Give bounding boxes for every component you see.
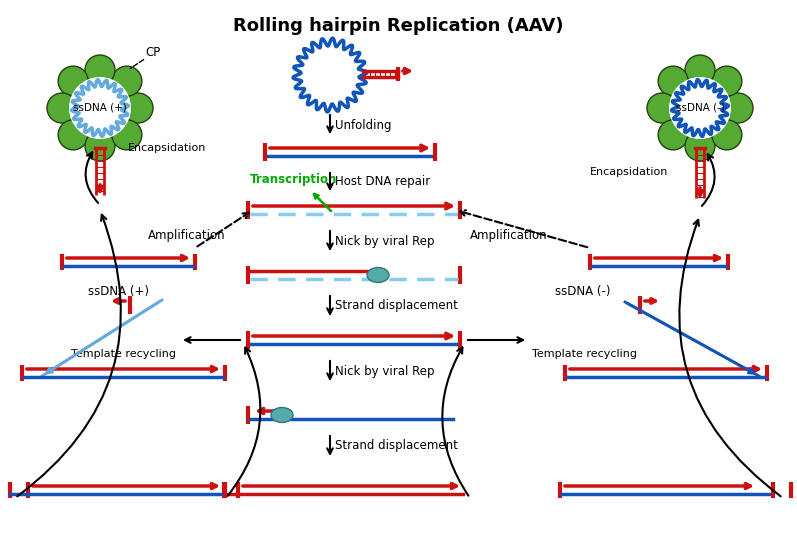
- Circle shape: [723, 93, 753, 123]
- FancyArrowPatch shape: [328, 173, 333, 189]
- Text: CP: CP: [145, 45, 160, 59]
- FancyArrowPatch shape: [198, 213, 249, 246]
- Text: Encapsidation: Encapsidation: [128, 143, 206, 153]
- FancyArrowPatch shape: [442, 348, 469, 496]
- Circle shape: [112, 120, 142, 150]
- Circle shape: [712, 66, 742, 96]
- Text: Encapsidation: Encapsidation: [590, 167, 669, 177]
- Circle shape: [658, 66, 688, 96]
- FancyArrowPatch shape: [185, 337, 240, 343]
- FancyArrowPatch shape: [228, 348, 261, 496]
- FancyArrowPatch shape: [468, 337, 523, 343]
- Text: Template recycling: Template recycling: [532, 349, 637, 359]
- Circle shape: [658, 120, 688, 150]
- Text: Transcription: Transcription: [250, 174, 337, 187]
- Circle shape: [58, 120, 88, 150]
- Circle shape: [712, 120, 742, 150]
- Circle shape: [669, 77, 731, 139]
- Text: Amplification: Amplification: [470, 230, 548, 243]
- Text: ssDNA (+): ssDNA (+): [88, 286, 149, 298]
- Text: ssDNA (-): ssDNA (-): [676, 103, 724, 113]
- Text: Nick by viral Rep: Nick by viral Rep: [335, 235, 434, 247]
- FancyArrowPatch shape: [679, 220, 781, 496]
- Circle shape: [112, 66, 142, 96]
- Text: Strand displacement: Strand displacement: [335, 440, 457, 453]
- FancyArrowPatch shape: [460, 210, 587, 247]
- FancyArrowPatch shape: [702, 155, 715, 206]
- Circle shape: [47, 93, 77, 123]
- FancyArrowPatch shape: [328, 115, 333, 132]
- Circle shape: [685, 55, 715, 85]
- Text: Amplification: Amplification: [148, 230, 226, 243]
- FancyArrowPatch shape: [328, 296, 333, 314]
- FancyArrowPatch shape: [18, 215, 121, 496]
- Circle shape: [685, 131, 715, 161]
- Text: Rolling hairpin Replication (AAV): Rolling hairpin Replication (AAV): [234, 17, 563, 35]
- Text: ssDNA (+): ssDNA (+): [73, 103, 127, 113]
- Text: Nick by viral Rep: Nick by viral Rep: [335, 365, 434, 377]
- Text: Strand displacement: Strand displacement: [335, 300, 457, 312]
- Circle shape: [123, 93, 153, 123]
- Circle shape: [85, 55, 115, 85]
- Ellipse shape: [367, 268, 389, 282]
- FancyArrowPatch shape: [85, 152, 98, 203]
- Text: Template recycling: Template recycling: [71, 349, 176, 359]
- Circle shape: [647, 93, 677, 123]
- Circle shape: [69, 77, 131, 139]
- Ellipse shape: [271, 408, 293, 423]
- Text: Unfolding: Unfolding: [335, 118, 391, 132]
- FancyArrowPatch shape: [328, 231, 333, 249]
- FancyArrowPatch shape: [328, 361, 333, 379]
- Circle shape: [58, 66, 88, 96]
- FancyArrowPatch shape: [314, 194, 331, 211]
- Text: ssDNA (-): ssDNA (-): [555, 286, 611, 298]
- Circle shape: [85, 131, 115, 161]
- Text: Host DNA repair: Host DNA repair: [335, 175, 430, 189]
- FancyArrowPatch shape: [328, 436, 333, 454]
